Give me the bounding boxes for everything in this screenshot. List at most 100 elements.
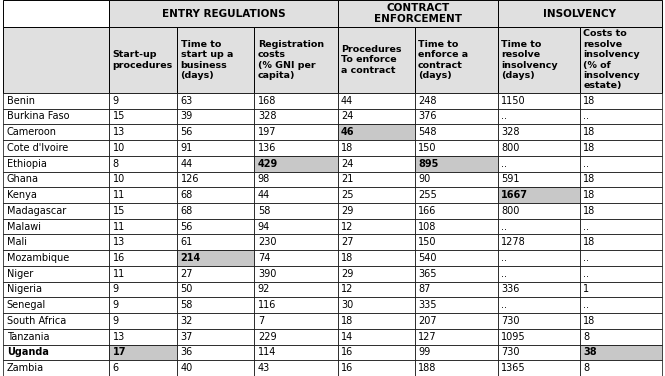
Text: 188: 188 bbox=[418, 363, 436, 373]
Bar bbox=[338, 344, 415, 360]
Text: 39: 39 bbox=[180, 111, 193, 121]
Text: Benin: Benin bbox=[7, 96, 35, 106]
Bar bbox=[338, 297, 415, 313]
Text: 29: 29 bbox=[341, 269, 353, 279]
Bar bbox=[415, 187, 498, 203]
Text: 68: 68 bbox=[180, 190, 193, 200]
Bar bbox=[109, 344, 177, 360]
Text: Zambia: Zambia bbox=[7, 363, 44, 373]
Bar bbox=[177, 27, 255, 93]
Bar bbox=[177, 250, 255, 266]
Text: 18: 18 bbox=[583, 174, 596, 184]
Bar bbox=[415, 360, 498, 376]
Text: ..: .. bbox=[501, 111, 507, 121]
Bar bbox=[255, 156, 338, 171]
Text: ..: .. bbox=[501, 269, 507, 279]
Bar bbox=[338, 250, 415, 266]
Bar bbox=[338, 313, 415, 329]
Bar bbox=[338, 140, 415, 156]
Bar bbox=[177, 156, 255, 171]
Text: 8: 8 bbox=[112, 159, 118, 169]
Bar bbox=[498, 27, 580, 93]
Text: 390: 390 bbox=[258, 269, 276, 279]
Bar bbox=[255, 313, 338, 329]
Text: 90: 90 bbox=[418, 174, 430, 184]
Bar bbox=[255, 171, 338, 187]
Text: ..: .. bbox=[583, 111, 589, 121]
Text: 56: 56 bbox=[180, 127, 193, 137]
Bar bbox=[498, 297, 580, 313]
Bar bbox=[255, 250, 338, 266]
Text: INSOLVENCY: INSOLVENCY bbox=[543, 9, 616, 18]
Bar bbox=[498, 124, 580, 140]
Text: ..: .. bbox=[501, 159, 507, 169]
Bar bbox=[415, 313, 498, 329]
Text: 27: 27 bbox=[341, 237, 353, 247]
Text: 24: 24 bbox=[341, 159, 353, 169]
Bar bbox=[580, 27, 662, 93]
Bar bbox=[338, 360, 415, 376]
Bar bbox=[338, 187, 415, 203]
Bar bbox=[3, 109, 109, 124]
Bar bbox=[580, 187, 662, 203]
Text: 365: 365 bbox=[418, 269, 437, 279]
Bar bbox=[3, 219, 109, 235]
Text: 18: 18 bbox=[583, 190, 596, 200]
Text: 1667: 1667 bbox=[501, 190, 528, 200]
Text: 800: 800 bbox=[501, 206, 519, 216]
Text: 99: 99 bbox=[418, 347, 430, 358]
Bar bbox=[255, 140, 338, 156]
Bar bbox=[498, 250, 580, 266]
Text: 16: 16 bbox=[112, 253, 125, 263]
Bar bbox=[109, 282, 177, 297]
Bar bbox=[177, 171, 255, 187]
Bar bbox=[338, 0, 498, 27]
Text: Senegal: Senegal bbox=[7, 300, 46, 310]
Bar bbox=[177, 360, 255, 376]
Text: 328: 328 bbox=[258, 111, 277, 121]
Bar bbox=[255, 124, 338, 140]
Bar bbox=[255, 282, 338, 297]
Text: ..: .. bbox=[501, 253, 507, 263]
Bar bbox=[3, 93, 109, 109]
Text: ..: .. bbox=[583, 253, 589, 263]
Text: 18: 18 bbox=[583, 127, 596, 137]
Text: 12: 12 bbox=[341, 221, 353, 232]
Bar bbox=[498, 140, 580, 156]
Text: 1095: 1095 bbox=[501, 332, 526, 342]
Bar bbox=[498, 187, 580, 203]
Text: 13: 13 bbox=[112, 127, 125, 137]
Bar bbox=[338, 329, 415, 344]
Text: 255: 255 bbox=[418, 190, 437, 200]
Text: Mali: Mali bbox=[7, 237, 27, 247]
Text: Malawi: Malawi bbox=[7, 221, 41, 232]
Bar bbox=[415, 329, 498, 344]
Bar bbox=[255, 27, 338, 93]
Bar bbox=[3, 171, 109, 187]
Text: 24: 24 bbox=[341, 111, 353, 121]
Bar bbox=[109, 124, 177, 140]
Bar bbox=[338, 27, 415, 93]
Bar bbox=[177, 344, 255, 360]
Bar bbox=[109, 93, 177, 109]
Text: 13: 13 bbox=[112, 332, 125, 342]
Text: Uganda: Uganda bbox=[7, 347, 49, 358]
Bar bbox=[177, 235, 255, 250]
Bar bbox=[177, 124, 255, 140]
Text: 58: 58 bbox=[258, 206, 270, 216]
Text: 16: 16 bbox=[341, 363, 353, 373]
Text: 591: 591 bbox=[501, 174, 519, 184]
Text: 29: 29 bbox=[341, 206, 353, 216]
Bar bbox=[177, 266, 255, 282]
Text: 21: 21 bbox=[341, 174, 353, 184]
Bar bbox=[415, 203, 498, 219]
Text: 126: 126 bbox=[180, 174, 199, 184]
Text: 9: 9 bbox=[112, 316, 118, 326]
Bar bbox=[498, 171, 580, 187]
Text: 43: 43 bbox=[258, 363, 270, 373]
Bar bbox=[338, 282, 415, 297]
Text: 540: 540 bbox=[418, 253, 437, 263]
Text: 37: 37 bbox=[180, 332, 193, 342]
Bar bbox=[338, 109, 415, 124]
Bar bbox=[498, 203, 580, 219]
